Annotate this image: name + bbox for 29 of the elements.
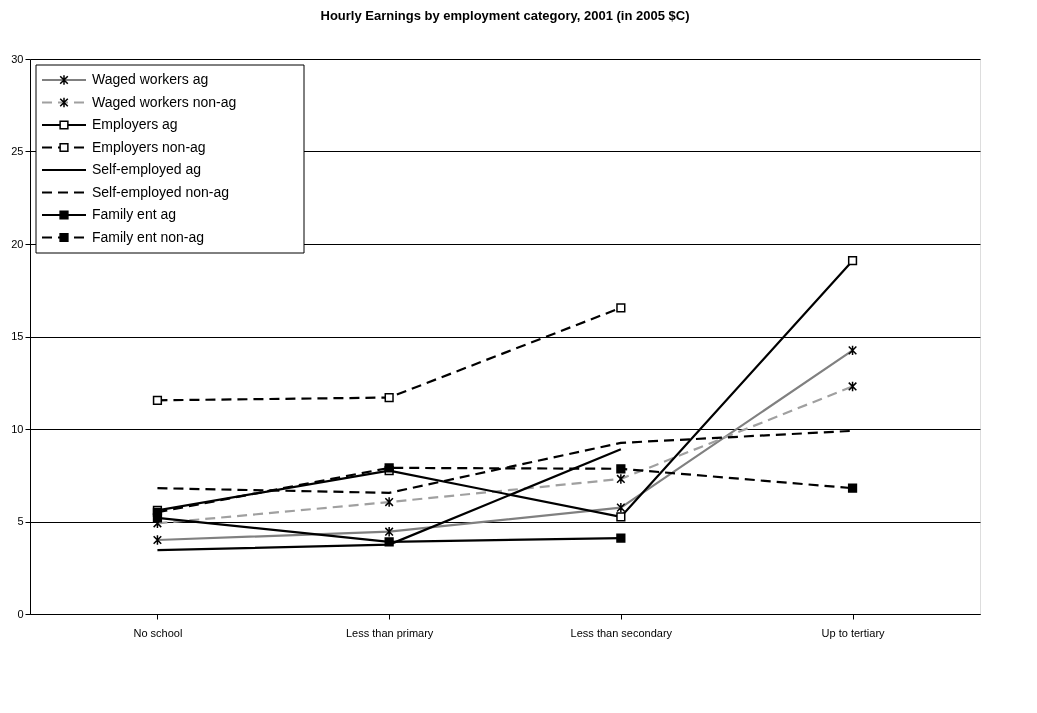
point [616, 533, 626, 543]
point [847, 256, 858, 266]
point [616, 464, 626, 474]
legend-label: Family ent ag [92, 206, 177, 222]
point [384, 392, 394, 403]
legend-label: Waged workers ag [92, 71, 209, 87]
point [847, 483, 858, 493]
y-tick-label: 0 [17, 607, 24, 620]
legend-label: Self-employed ag [92, 161, 201, 177]
y-tick-label: 30 [11, 52, 24, 65]
legend-label: Waged workers non-ag [92, 93, 237, 110]
x-tick-label: Less than primary [345, 626, 434, 639]
x-tick-label: Up to tertiary [821, 626, 886, 639]
y-tick-label: 25 [11, 145, 24, 157]
legend-label: Employers ag [92, 116, 178, 132]
point [616, 303, 626, 313]
y-tick-label: 5 [17, 515, 24, 527]
x-tick-label: No school [133, 626, 183, 639]
y-tick-label: 10 [11, 422, 24, 435]
legend-label: Self-employed non-ag [92, 183, 229, 200]
y-tick-label: 20 [11, 237, 24, 250]
y-tick-label: 15 [11, 330, 24, 342]
x-tick-label: Less than secondary [570, 626, 673, 639]
point [152, 395, 163, 405]
point [616, 512, 626, 522]
legend-label: Family ent non-ag [92, 228, 205, 245]
chart-title: Hourly Earnings by employment category, 2001 (in 2005 $C) [320, 8, 690, 23]
legend-label: Employers non-ag [92, 138, 206, 155]
point [384, 537, 394, 547]
